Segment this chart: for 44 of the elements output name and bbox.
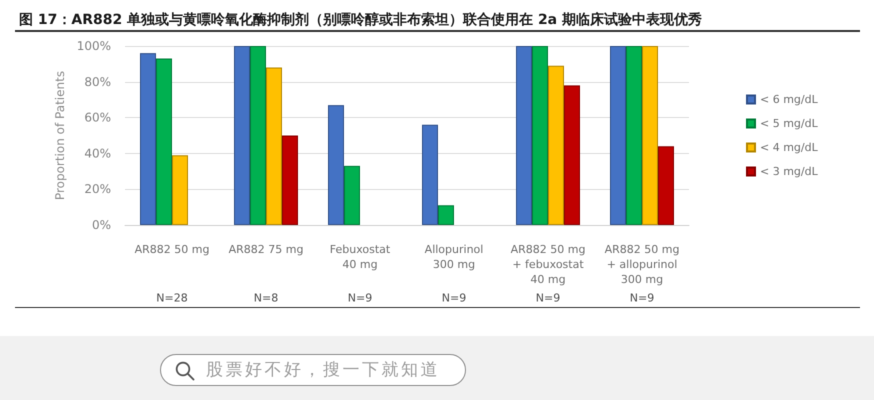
- bar: [282, 136, 298, 225]
- legend-label: < 4 mg/dL: [760, 141, 819, 154]
- bar: [642, 46, 658, 225]
- bar: [564, 85, 580, 225]
- bar: [516, 46, 532, 225]
- bar: [658, 146, 674, 225]
- bar: [250, 46, 266, 225]
- text: N=28: [156, 292, 188, 304]
- bar: [610, 46, 626, 225]
- x-tick-label: AR882 75 mg: [228, 243, 304, 256]
- text: N=9: [348, 292, 372, 304]
- text: N=8: [254, 292, 278, 304]
- legend-label: < 6 mg/dL: [760, 93, 819, 106]
- bar: [532, 46, 548, 225]
- text: N=9: [442, 292, 466, 304]
- bar: [234, 46, 250, 225]
- x-tick-label: Febuxostat 40 mg: [330, 243, 391, 271]
- legend-label: < 3 mg/dL: [760, 165, 819, 178]
- text: N=9: [536, 292, 560, 304]
- x-tick-label: Allopurinol 300 mg: [424, 243, 484, 271]
- x-tick-label: AR882 50 mg + allopurinol 300 mg: [604, 243, 680, 286]
- bar: [422, 124, 438, 225]
- bar: [548, 66, 564, 225]
- x-tick-label: AR882 50 mg: [134, 243, 210, 256]
- bar: [344, 166, 360, 225]
- bar: [266, 67, 282, 225]
- legend-label: < 5 mg/dL: [760, 117, 819, 130]
- y-tick-label: 40%: [84, 146, 111, 160]
- bar: [140, 53, 156, 225]
- y-tick-label: 80%: [84, 74, 111, 89]
- text: 股票好不好，搜一下就知道: [206, 359, 440, 381]
- y-tick-label: 20%: [84, 182, 111, 196]
- bar: [626, 46, 642, 225]
- bar: [328, 105, 344, 225]
- bar: [438, 205, 454, 225]
- y-tick-label: 60%: [84, 110, 111, 125]
- y-axis-title: Proportion of Patients: [52, 70, 67, 200]
- text: N=9: [630, 292, 654, 304]
- x-tick-label: AR882 50 mg + febuxostat 40 mg: [510, 243, 586, 286]
- bar: [172, 155, 188, 225]
- y-tick-label: 0%: [92, 218, 111, 232]
- y-tick-label: 100%: [76, 39, 111, 53]
- bar: [156, 58, 172, 225]
- chart-title: 图 17：AR882 单独或与黄嘌呤氧化酶抑制剂（别嘌呤醇或非布索坦）联合使用在 2a 期临床试验中表现优秀: [19, 11, 702, 28]
